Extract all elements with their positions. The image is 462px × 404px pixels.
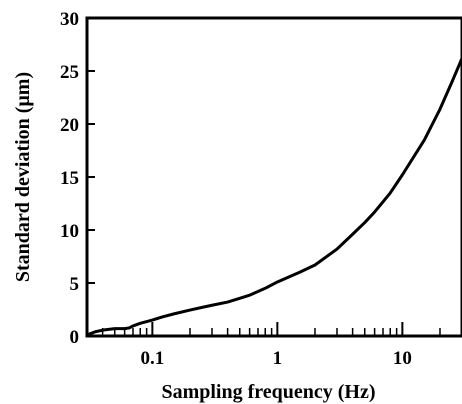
x-tick-label: 0.1 <box>140 348 164 369</box>
series-line <box>85 56 462 337</box>
y-tick-label: 20 <box>60 115 79 136</box>
y-tick-label: 0 <box>70 327 80 348</box>
y-tick-label: 5 <box>70 274 80 295</box>
y-tick-label: 10 <box>60 221 79 242</box>
plot-frame <box>85 16 462 338</box>
y-tick-label: 15 <box>60 168 79 189</box>
x-tick-label: 1 <box>273 348 283 369</box>
y-tick-label: 25 <box>60 62 79 83</box>
y-tick-label: 30 <box>60 9 79 30</box>
x-axis-title: Sampling frequency (Hz) <box>161 381 375 403</box>
x-tick-label: 10 <box>393 348 412 369</box>
y-axis-title: Standard deviation (μm) <box>12 72 34 282</box>
tick-marks <box>86 17 462 337</box>
tick-labels: 0 5 10 15 20 25 30 0.1 1 10 <box>60 9 412 369</box>
